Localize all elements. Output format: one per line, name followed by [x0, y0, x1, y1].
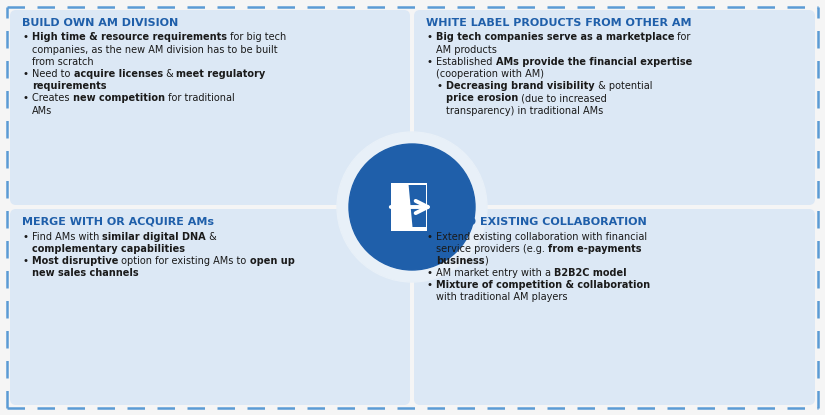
Text: AMs: AMs: [32, 106, 52, 116]
Circle shape: [337, 132, 487, 282]
Text: Most disruptive: Most disruptive: [32, 256, 118, 266]
Text: High time & resource requirements: High time & resource requirements: [32, 32, 227, 42]
Text: complementary capabilities: complementary capabilities: [32, 244, 185, 254]
Text: transparency) in traditional AMs: transparency) in traditional AMs: [446, 106, 603, 116]
Text: •: •: [426, 232, 432, 242]
Text: option for existing AMs to: option for existing AMs to: [118, 256, 250, 266]
Text: •: •: [426, 32, 432, 42]
Text: Extend existing collaboration with financial: Extend existing collaboration with finan…: [436, 232, 647, 242]
Text: similar digital DNA: similar digital DNA: [102, 232, 206, 242]
Text: Established: Established: [436, 57, 496, 67]
Text: business: business: [436, 256, 484, 266]
Text: •: •: [436, 81, 442, 91]
Text: new competition: new competition: [73, 93, 165, 103]
Text: •: •: [426, 268, 432, 278]
Text: (due to increased: (due to increased: [518, 93, 607, 103]
Text: & potential: & potential: [595, 81, 652, 91]
Text: •: •: [22, 69, 28, 79]
FancyBboxPatch shape: [10, 10, 410, 205]
Text: from scratch: from scratch: [32, 57, 93, 67]
Text: AM market entry with a: AM market entry with a: [436, 268, 554, 278]
Text: Mixture of competition & collaboration: Mixture of competition & collaboration: [436, 280, 650, 290]
Text: •: •: [426, 57, 432, 67]
Text: from e-payments: from e-payments: [548, 244, 642, 254]
Text: •: •: [22, 256, 28, 266]
FancyBboxPatch shape: [10, 209, 410, 405]
Text: •: •: [426, 280, 432, 290]
Polygon shape: [396, 185, 412, 227]
Text: AM products: AM products: [436, 45, 497, 55]
Text: BUILD OWN AM DIVISION: BUILD OWN AM DIVISION: [22, 18, 178, 28]
Text: •: •: [22, 32, 28, 42]
Text: companies, as the new AM division has to be built: companies, as the new AM division has to…: [32, 45, 278, 55]
Text: &: &: [206, 232, 217, 242]
Text: acquire licenses: acquire licenses: [73, 69, 163, 79]
Text: Find AMs with: Find AMs with: [32, 232, 102, 242]
Text: new sales channels: new sales channels: [32, 268, 139, 278]
Text: Creates: Creates: [32, 93, 73, 103]
Circle shape: [349, 144, 475, 270]
Text: Decreasing brand visibility: Decreasing brand visibility: [446, 81, 595, 91]
Text: for big tech: for big tech: [227, 32, 286, 42]
Text: B2B2C model: B2B2C model: [554, 268, 627, 278]
Text: meet regulatory: meet regulatory: [177, 69, 266, 79]
Text: MERGE WITH OR ACQUIRE AMs: MERGE WITH OR ACQUIRE AMs: [22, 217, 214, 227]
FancyBboxPatch shape: [414, 209, 815, 405]
Text: service providers (e.g.: service providers (e.g.: [436, 244, 548, 254]
FancyBboxPatch shape: [414, 10, 815, 205]
Bar: [396, 185, 426, 227]
Text: •: •: [22, 93, 28, 103]
Text: &: &: [163, 69, 177, 79]
Text: Big tech companies serve as a marketplace: Big tech companies serve as a marketplac…: [436, 32, 675, 42]
Text: requirements: requirements: [32, 81, 106, 91]
Text: Need to: Need to: [32, 69, 73, 79]
Text: WHITE LABEL PRODUCTS FROM OTHER AM: WHITE LABEL PRODUCTS FROM OTHER AM: [426, 18, 691, 28]
Text: price erosion: price erosion: [446, 93, 518, 103]
Text: •: •: [22, 232, 28, 242]
Text: open up: open up: [250, 256, 295, 266]
Text: EXTEND EXISTING COLLABORATION: EXTEND EXISTING COLLABORATION: [426, 217, 647, 227]
Bar: [391, 183, 427, 231]
Text: (cooperation with AM): (cooperation with AM): [436, 69, 544, 79]
Text: with traditional AM players: with traditional AM players: [436, 293, 568, 303]
Text: ): ): [484, 256, 488, 266]
Text: for traditional: for traditional: [165, 93, 234, 103]
Text: for: for: [675, 32, 691, 42]
Text: AMs provide the financial expertise: AMs provide the financial expertise: [496, 57, 691, 67]
